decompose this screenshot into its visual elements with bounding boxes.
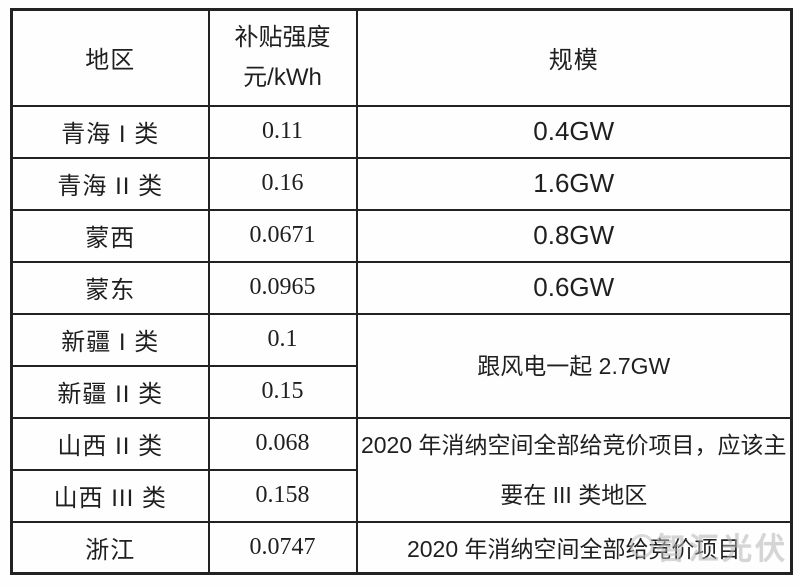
region-cell: 山西 III 类 [10,468,210,523]
table-header-row: 地区 补贴强度 元/kWh 规模 [10,8,793,107]
scale-cell: 0.8GW [355,208,793,263]
table-row: 新疆 I 类 0.1 跟风电一起 2.7GW [10,312,793,419]
header-subsidy: 补贴强度 元/kWh [207,8,358,107]
header-subsidy-line2: 元/kWh [243,63,322,91]
region-cell: 青海 II 类 [10,156,210,211]
scale-cell: 0.4GW [355,104,793,159]
table-row: 新疆 II 类 0.15 [10,364,792,419]
scale-cell: 0.6GW [355,260,793,315]
subsidy-cell: 0.0747 [207,520,358,575]
region-cell: 浙江 [10,520,210,575]
scale-cell-merged-xinjiang: 跟风电一起 2.7GW [355,312,793,419]
table-row: 蒙西 0.0671 0.8GW [10,208,793,263]
subsidy-cell: 0.11 [207,104,358,159]
subsidy-cell: 0.0671 [207,208,358,263]
region-cell: 新疆 II 类 [10,364,210,419]
region-cell: 蒙西 [10,208,210,263]
header-region: 地区 [10,8,210,107]
zhejiang-scale-text: 2020 年消纳空间全部给竞价项目 [406,536,741,563]
table-row: 山西 III 类 0.158 [10,468,792,523]
table-row: 山西 II 类 0.068 2020 年消纳空间全部给竞价项目，应该主要在 II… [10,416,793,523]
scale-cell-merged-shanxi: 2020 年消纳空间全部给竞价项目，应该主要在 III 类地区 [355,416,793,523]
subsidy-cell: 0.068 [207,416,358,471]
subsidy-cell: 0.16 [207,156,358,211]
subsidy-table: 地区 补贴强度 元/kWh 规模 青海 I 类 0.11 0.4GW 青海 II… [10,8,793,575]
table-row: 蒙东 0.0965 0.6GW [10,260,793,315]
region-cell: 新疆 I 类 [10,312,210,367]
table-row: 浙江 0.0747 2020 年消纳空间全部给竞价项目 智汇光伏 [10,520,793,575]
header-subsidy-line1: 补贴强度 [234,23,331,51]
subsidy-cell: 0.1 [207,312,358,367]
scale-cell-zhejiang: 2020 年消纳空间全部给竞价项目 智汇光伏 [355,520,793,575]
subsidy-cell: 0.158 [207,468,358,523]
region-cell: 蒙东 [10,260,210,315]
subsidy-cell: 0.0965 [207,260,358,315]
subsidy-cell: 0.15 [207,364,358,419]
scale-cell: 1.6GW [355,156,793,211]
region-cell: 青海 I 类 [10,104,210,159]
region-cell: 山西 II 类 [10,416,210,471]
table-row: 青海 I 类 0.11 0.4GW [10,104,793,159]
table-row: 青海 II 类 0.16 1.6GW [10,156,793,211]
header-scale: 规模 [355,8,793,107]
